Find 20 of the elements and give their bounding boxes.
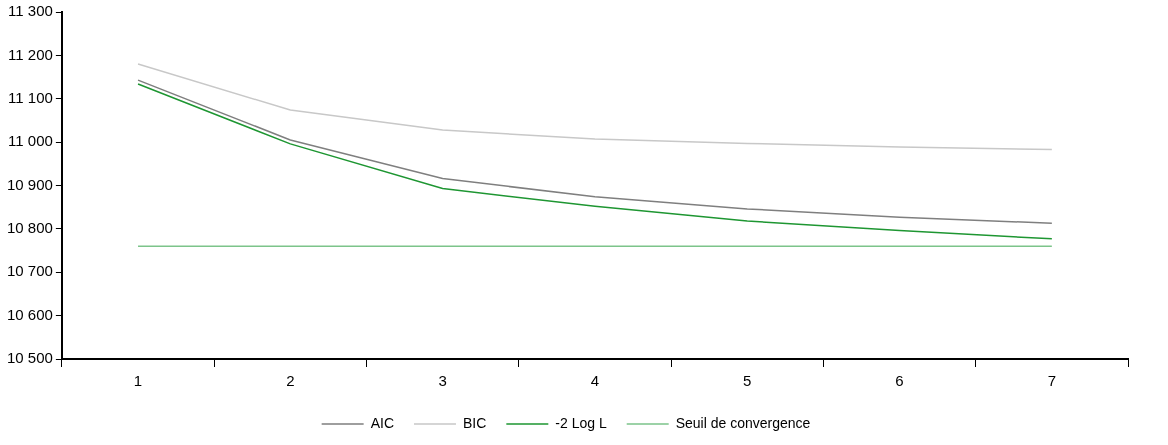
y-tick-label: 10 700 [6,262,53,280]
x-tick-label: 1 [133,372,143,390]
y-tick-label: 11 300 [8,2,53,20]
y-tick-label: 10 800 [6,219,53,237]
x-tick-label: 5 [743,372,752,390]
x-tick-label: 7 [1047,372,1057,390]
y-tick-label: 11 000 [8,132,53,150]
y-tick-label: 10 600 [6,305,53,323]
x-tick-label: 3 [438,372,447,390]
y-tick-label: 11 200 [8,45,53,63]
legend-label: -2 Log L [555,414,607,431]
legend-label: Seuil de convergence [675,414,811,431]
legend-label: AIC [370,414,394,431]
x-tick-label: 2 [286,372,295,390]
y-tick-label: 11 100 [8,88,53,106]
legend-label: BIC [462,414,487,431]
x-tick-label: 6 [895,372,904,390]
x-tick-label: 4 [590,372,600,390]
y-tick-label: 10 900 [6,175,53,193]
y-tick-label: 10 500 [6,349,53,367]
